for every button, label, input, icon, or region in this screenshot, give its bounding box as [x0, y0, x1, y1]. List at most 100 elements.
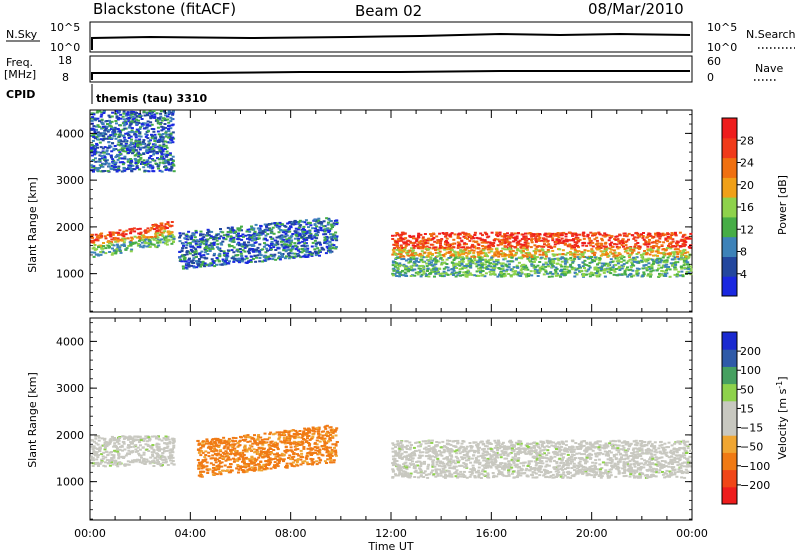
scatter-cell [559, 242, 563, 244]
scatter-cell [144, 238, 148, 241]
scatter-cell [108, 251, 112, 253]
scatter-cell [160, 439, 164, 442]
scatter-cell [429, 258, 433, 261]
power-colorbar-swatch [722, 216, 737, 238]
scatter-cell [145, 440, 149, 443]
scatter-cell [280, 253, 283, 256]
scatter-cell [130, 237, 134, 240]
scatter-cell [603, 242, 607, 245]
scatter-cell [394, 234, 398, 237]
scatter-cell [306, 255, 310, 258]
scatter-cell [689, 273, 693, 276]
scatter-cell [391, 248, 395, 251]
freq-tick-top: 18 [58, 54, 72, 67]
scatter-cell [558, 233, 562, 236]
scatter-cell [450, 232, 454, 235]
scatter-cell [561, 253, 565, 255]
scatter-cell [230, 249, 234, 252]
scatter-cell [438, 253, 442, 256]
scatter-cell [153, 144, 157, 146]
scatter-cell [127, 164, 131, 167]
scatter-cell [491, 244, 495, 246]
freq-trace [91, 70, 690, 80]
scatter-cell [96, 117, 100, 120]
scatter-cell [573, 246, 577, 249]
scatter-cell [137, 159, 141, 162]
scatter-cell [669, 247, 673, 250]
scatter-cell [467, 259, 471, 262]
scatter-cell [97, 151, 100, 154]
scatter-cell [618, 234, 622, 237]
scatter-cell [93, 251, 97, 254]
scatter-cell [183, 256, 187, 259]
scatter-cell [425, 274, 429, 277]
scatter-cell [253, 254, 257, 257]
scatter-cell [520, 264, 524, 267]
scatter-cell [293, 255, 297, 258]
scatter-cell [662, 265, 665, 268]
scatter-cell [525, 266, 529, 269]
scatter-cell [560, 232, 564, 235]
scatter-cell [515, 241, 519, 244]
scatter-cell [415, 257, 419, 260]
scatter-cell [421, 244, 425, 247]
scatter-cell [152, 465, 156, 467]
scatter-cell [395, 245, 399, 248]
scatter-cell [275, 225, 279, 228]
scatter-cell [689, 265, 693, 268]
scatter-cell [556, 257, 560, 260]
scatter-cell [110, 137, 114, 140]
scatter-cell [475, 270, 479, 273]
scatter-cell [612, 268, 616, 271]
scatter-cell [463, 242, 467, 245]
scatter-cell [110, 120, 114, 123]
scatter-cell [146, 146, 150, 149]
scatter-cell [164, 446, 167, 449]
scatter-cell [551, 239, 555, 242]
scatter-cell [237, 243, 241, 246]
scatter-cell [402, 250, 406, 253]
scatter-cell [449, 233, 453, 236]
scatter-cell [473, 259, 477, 262]
scatter-cell [99, 134, 103, 137]
scatter-cell [104, 133, 108, 136]
scatter-cell [106, 241, 110, 243]
scatter-cell [666, 237, 670, 240]
scatter-cell [109, 233, 112, 236]
scatter-cell [656, 251, 660, 254]
scatter-cell [197, 260, 201, 263]
scatter-cell [302, 238, 306, 240]
scatter-cell [116, 158, 120, 161]
scatter-cell [670, 232, 674, 235]
scatter-cell [168, 134, 172, 137]
scatter-cell [604, 233, 608, 236]
scatter-cell [398, 251, 402, 254]
scatter-cell [422, 272, 426, 275]
scatter-cell [468, 246, 472, 249]
scatter-cell [93, 147, 97, 150]
scatter-cell [637, 251, 641, 254]
scatter-cell [117, 455, 121, 458]
scatter-cell [629, 273, 633, 276]
scatter-cell [113, 437, 117, 439]
scatter-cell [657, 247, 661, 250]
scatter-cell [110, 156, 113, 159]
scatter-cell [686, 261, 690, 264]
scatter-cell [505, 270, 508, 273]
scatter-cell [122, 135, 126, 137]
scatter-cell [127, 444, 131, 447]
scatter-cell [113, 449, 117, 452]
scatter-cell [307, 253, 311, 256]
scatter-cell [473, 257, 476, 260]
scatter-cell [648, 232, 652, 235]
scatter-cell [644, 241, 648, 244]
scatter-cell [115, 238, 119, 241]
scatter-cell [171, 460, 175, 462]
scatter-cell [658, 257, 662, 260]
scatter-cell [127, 436, 131, 439]
scatter-cell [536, 238, 540, 241]
scatter-cell [493, 266, 497, 269]
scatter-cell [138, 148, 142, 151]
scatter-cell [416, 245, 420, 248]
scatter-cell [551, 264, 554, 267]
